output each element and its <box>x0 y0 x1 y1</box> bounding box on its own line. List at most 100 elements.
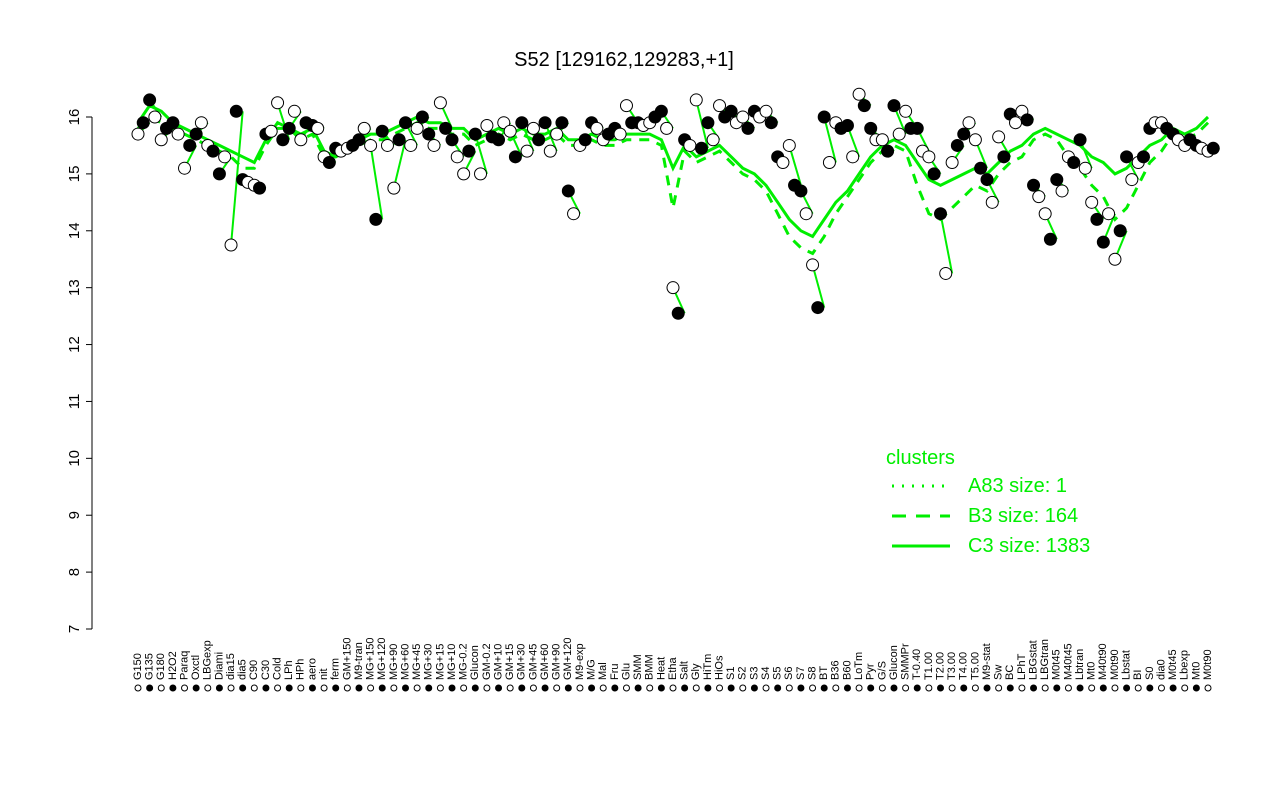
data-point <box>939 266 953 280</box>
x-marker-dot <box>704 684 712 692</box>
legend: clusters A83 size: 1 B3 size: 164 C3 size:… <box>886 447 1090 557</box>
data-point <box>857 99 871 113</box>
data-point <box>271 96 285 110</box>
x-marker-dot <box>867 684 875 692</box>
x-tick-label: M/G <box>585 659 597 680</box>
data-point <box>194 116 208 130</box>
data-point <box>450 150 464 164</box>
point-connector <box>939 213 954 274</box>
data-point <box>811 301 825 315</box>
x-marker-dot <box>529 684 537 692</box>
data-point <box>387 181 401 195</box>
x-marker-dot <box>215 684 223 692</box>
x-tick-label: MG+15 <box>434 644 446 680</box>
legend-label: A83 size: 1 <box>968 475 1067 497</box>
x-tick-label: LBGstat <box>1027 640 1039 680</box>
data-point <box>713 99 727 113</box>
x-marker-dot <box>1064 684 1072 692</box>
x-tick-label: GM+30 <box>516 644 528 680</box>
data-point <box>264 124 278 138</box>
x-marker-dot <box>343 684 351 692</box>
x-tick-label: GM-0.2 <box>481 643 493 680</box>
data-point <box>492 133 506 147</box>
data-point <box>468 127 482 141</box>
x-marker-dot <box>971 684 979 692</box>
x-tick-label: Paraq <box>178 651 190 680</box>
x-marker-dot <box>983 684 991 692</box>
data-point <box>480 119 494 133</box>
data-point <box>427 138 441 152</box>
x-marker-dot <box>1006 684 1014 692</box>
x-marker-dot <box>750 684 758 692</box>
data-point <box>1206 141 1220 155</box>
x-tick-label: G135 <box>144 653 156 680</box>
y-tick-label: 16 <box>66 109 83 126</box>
data-point <box>578 133 592 147</box>
x-marker-dot <box>785 684 793 692</box>
data-point <box>1009 116 1023 130</box>
legend-label: B3 size: 164 <box>968 505 1078 527</box>
data-point <box>910 121 924 135</box>
x-marker-dot <box>820 684 828 692</box>
data-point <box>806 258 820 272</box>
x-tick-label: GM+10 <box>492 644 504 680</box>
data-point <box>212 167 226 181</box>
data-point <box>253 181 267 195</box>
y-axis: 7 8 9 10 11 12 13 14 15 16 <box>66 109 93 633</box>
x-marker-dot <box>669 684 677 692</box>
data-point <box>380 138 394 152</box>
data-point <box>538 116 552 130</box>
x-marker-dot <box>832 684 840 692</box>
x-tick-label: GM+120 <box>562 638 574 681</box>
data-point <box>590 121 604 135</box>
x-marker-dot <box>402 684 409 692</box>
x-tick-label: aero <box>306 658 318 680</box>
x-marker-dot <box>1157 684 1165 692</box>
x-tick-label: MG+45 <box>411 644 423 680</box>
x-tick-label: MG-0.2 <box>458 643 470 680</box>
data-point <box>474 167 488 181</box>
x-marker-dot <box>274 684 282 692</box>
x-marker-dot <box>762 684 770 692</box>
x-tick-label: M0t45 <box>1167 649 1179 680</box>
x-marker-dot <box>739 684 747 692</box>
data-point <box>950 138 964 152</box>
data-point <box>694 141 708 155</box>
legend-label: C3 size: 1383 <box>968 535 1090 557</box>
data-point <box>166 116 180 130</box>
data-point <box>148 110 162 124</box>
data-point <box>131 127 145 141</box>
x-marker-dot <box>1088 684 1096 692</box>
data-point <box>724 104 738 118</box>
x-marker-dot <box>646 684 654 692</box>
x-tick-label: Heat <box>655 657 667 680</box>
x-tick-label: S3 <box>748 667 760 680</box>
x-marker-dot <box>355 684 363 692</box>
data-point <box>555 116 569 130</box>
x-marker-dot <box>1018 684 1026 692</box>
x-tick-label: S8 <box>806 667 818 680</box>
x-marker-dot <box>367 684 375 692</box>
data-point <box>881 144 895 158</box>
x-marker-dot <box>157 684 165 692</box>
x-tick-label: GM+45 <box>527 644 539 680</box>
x-marker-dot <box>471 684 479 692</box>
data-point <box>439 121 453 135</box>
data-point <box>143 93 157 107</box>
data-point <box>322 156 336 170</box>
x-marker-dot <box>634 684 642 692</box>
x-marker-dot <box>553 684 561 692</box>
x-tick-label: ferm <box>330 658 342 680</box>
x-marker-dot <box>448 684 456 692</box>
y-tick-label: 14 <box>66 222 83 239</box>
data-point <box>1020 113 1034 127</box>
x-marker-dot <box>308 684 316 692</box>
data-point <box>706 133 720 147</box>
x-tick-label: M9-tran <box>353 642 365 680</box>
y-tick-label: 10 <box>66 450 83 467</box>
data-point <box>311 121 325 135</box>
x-marker-dot <box>1181 684 1189 692</box>
x-marker-dot <box>774 684 782 692</box>
data-point <box>864 121 878 135</box>
